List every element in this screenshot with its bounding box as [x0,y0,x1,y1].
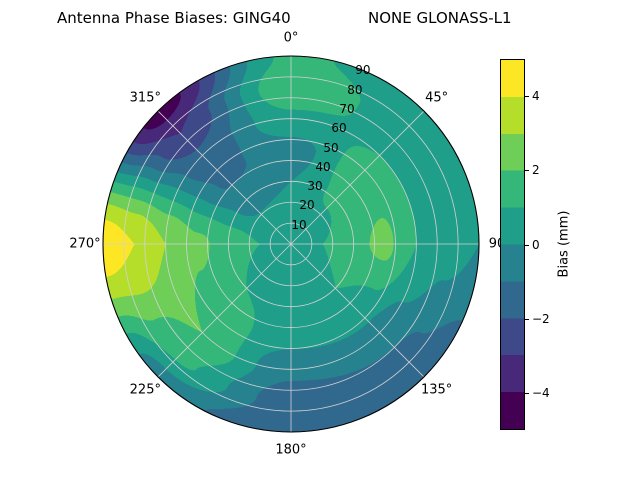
angular-tick-label: 315° [129,90,161,106]
radial-tick-label: 90 [355,63,371,78]
colorbar-tick-mark [525,318,529,320]
colorbar-tick-label: 0 [532,237,540,252]
radial-tick-label: 40 [315,159,331,174]
angular-tick-label: 270° [69,236,101,252]
angular-tick-label: 0° [283,30,299,46]
colorbar-tick-label: −4 [532,385,550,400]
radial-tick-label: 80 [347,82,363,97]
angular-tick-label: 180° [275,442,307,458]
colorbar-tick-mark [525,244,529,246]
colorbar-tick-mark [525,96,529,98]
colorbar-tick-label: 4 [532,89,540,104]
radial-tick-label: 10 [291,217,307,232]
colorbar-tick-mark [525,170,529,172]
radial-tick-label: 30 [307,179,323,194]
radial-tick-label: 70 [339,101,355,116]
angular-tick-label: 45° [425,90,449,106]
radial-tick-label: 60 [331,121,347,136]
angular-tick-label: 225° [129,382,161,398]
colorbar-label: Bias (mm) [556,210,572,278]
colorbar-gradient [500,59,525,430]
colorbar-tick-label: 2 [532,163,540,178]
radial-tick-label: 20 [299,198,315,213]
colorbar-tick-label: −2 [532,311,550,326]
colorbar-tick-mark [525,392,529,394]
radial-tick-label: 50 [323,140,339,155]
angular-tick-label: 135° [420,382,453,398]
